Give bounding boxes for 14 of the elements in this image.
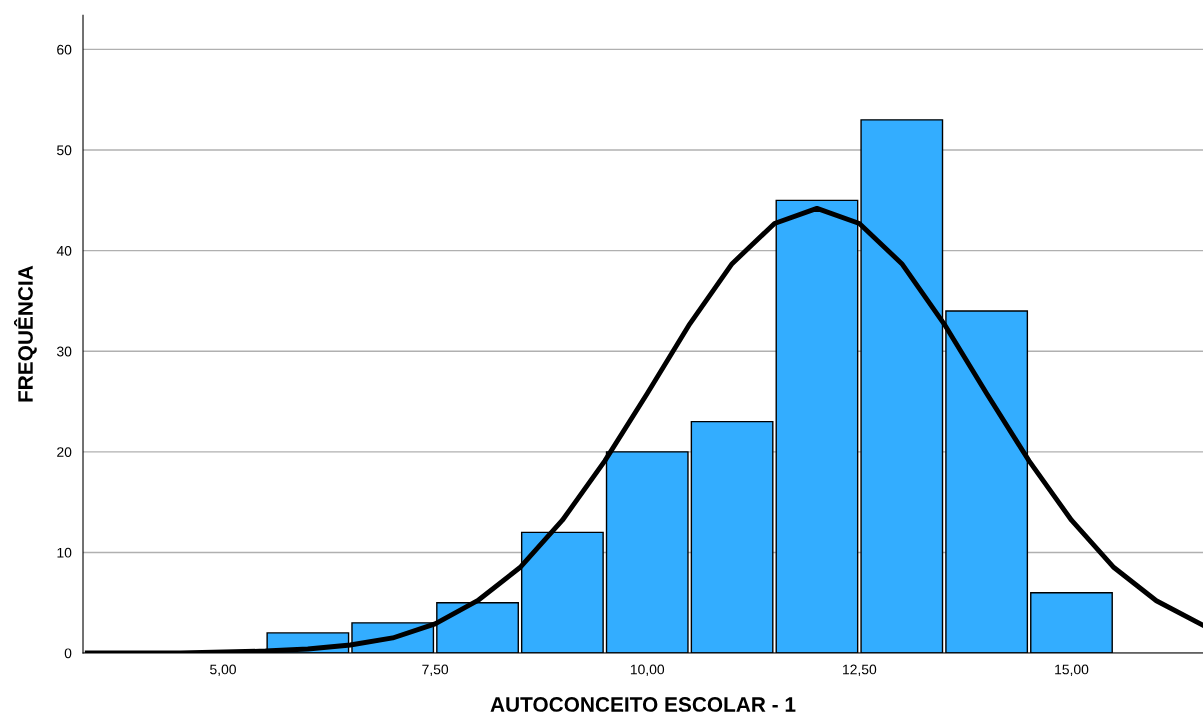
y-tick-label: 0 [64, 648, 72, 659]
x-tick-label: 12,50 [843, 664, 877, 676]
y-tick-label: 40 [56, 245, 72, 256]
y-tick-label: 60 [57, 44, 72, 55]
x-tick-label: 7,50 [422, 664, 449, 676]
y-tick-label: 50 [57, 145, 72, 156]
x-tick-label: 10,00 [630, 664, 665, 676]
y-axis-title: FREQUÊNCIA [14, 265, 37, 402]
x-tick-label: 5,00 [210, 664, 236, 676]
x-tick-label: 15,00 [1055, 664, 1089, 676]
x-axis-title: AUTOCONCEITO ESCOLAR - 1 [490, 697, 796, 712]
y-tick-label: 20 [57, 447, 72, 457]
y-tick-label: 10 [57, 547, 72, 558]
y-tick-label: 30 [56, 346, 72, 357]
